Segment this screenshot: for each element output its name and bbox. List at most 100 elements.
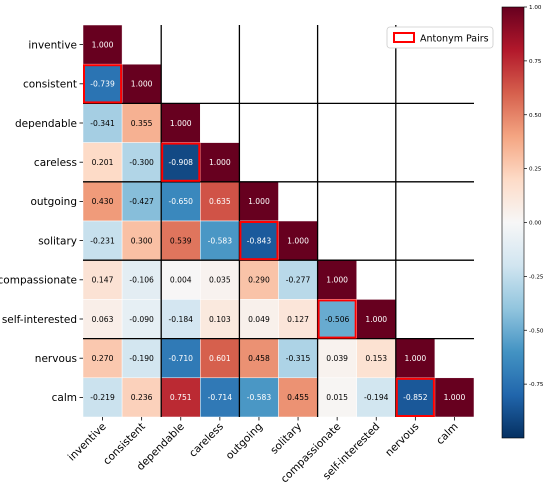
y-tick-label: calm <box>52 392 77 404</box>
heatmap-cell <box>239 338 279 379</box>
heatmap-cell <box>200 181 240 222</box>
heatmap-cell <box>82 377 123 418</box>
cell-value-label: 1.000 <box>248 197 270 206</box>
cell-value-label: 1.000 <box>287 236 309 245</box>
cell-value-label: -0.583 <box>208 236 233 245</box>
heatmap-cell <box>200 338 240 379</box>
heatmap-cell <box>160 181 201 222</box>
cell-value-label: 0.039 <box>326 354 348 363</box>
cell-value-label: 1.000 <box>170 119 192 128</box>
heatmap-cell <box>121 377 162 418</box>
cell-value-label: 0.635 <box>209 197 231 206</box>
heatmap-cell <box>356 299 397 339</box>
cell-value-label: 0.300 <box>131 236 153 245</box>
heatmap-cell <box>160 220 201 261</box>
heatmap-cell <box>317 377 357 418</box>
heatmap-cell <box>82 181 123 222</box>
colorbar-ticks: 1.00 0.75 0.50 0.25 0.00 -0.25 -0.50 -0.75 <box>524 5 544 388</box>
cell-value-label: -0.843 <box>247 236 272 245</box>
colorbar-tick-label: -0.75 <box>529 382 544 388</box>
cell-value-label: 0.035 <box>209 276 231 285</box>
x-tick-label: careless <box>187 421 226 460</box>
heatmap-cell <box>278 299 318 339</box>
cell-value-label: 1.000 <box>404 354 426 363</box>
y-tick-label: solitary <box>38 235 77 247</box>
cell-value-label: 0.539 <box>170 236 192 245</box>
colorbar <box>501 6 525 439</box>
group-separators <box>83 25 474 417</box>
heatmap-cell <box>121 299 162 339</box>
heatmap-cell <box>278 338 318 379</box>
cell-value-label: 0.751 <box>170 393 192 402</box>
y-tick-label: nervous <box>35 353 77 365</box>
cell-value-label: -0.194 <box>364 393 389 402</box>
y-tick-label: outgoing <box>30 196 77 208</box>
x-tick-label: calm <box>434 421 460 447</box>
legend: Antonym Pairs <box>386 26 494 49</box>
cell-value-label: -0.231 <box>90 236 115 245</box>
heatmap-cell <box>278 377 318 418</box>
cell-value-label: -0.583 <box>247 393 272 402</box>
y-tick-label: dependable <box>15 118 77 130</box>
cell-value-label: 1.000 <box>326 276 348 285</box>
cell-value-label: 0.004 <box>170 276 192 285</box>
cell-value-label: 0.201 <box>92 158 114 167</box>
cell-value-label: -0.506 <box>325 315 350 324</box>
colorbar-tick-label: -0.25 <box>529 274 544 280</box>
antonym-highlights <box>83 64 435 417</box>
y-axis-labels: inventive consistent dependable careless out… <box>0 39 83 404</box>
cell-value-label: 1.000 <box>209 158 231 167</box>
cell-value-label: 1.000 <box>92 40 114 49</box>
colorbar-tick-label: 0.50 <box>529 113 542 119</box>
y-tick-label: careless <box>34 157 77 169</box>
legend-swatch <box>393 32 415 43</box>
colorbar-gradient <box>501 6 525 439</box>
cell-value-label: 0.063 <box>92 315 114 324</box>
colorbar-tick-label: -0.50 <box>529 328 544 334</box>
cell-value-label: 0.601 <box>209 354 231 363</box>
x-tick-label: nervous <box>383 421 421 459</box>
cell-value-label: -0.315 <box>286 354 311 363</box>
heatmap-cell <box>200 220 240 261</box>
heatmap-cell <box>356 338 397 379</box>
cell-value-label: 0.147 <box>92 276 114 285</box>
heatmap-cell <box>121 338 162 379</box>
cell-value-label: -0.219 <box>90 393 115 402</box>
cell-value-label: -0.106 <box>129 276 154 285</box>
heatmap-cell <box>82 142 123 183</box>
cell-value-label: 0.355 <box>131 119 153 128</box>
heatmap-cell <box>121 63 162 104</box>
cell-value-label: 0.430 <box>92 197 114 206</box>
cell-value-label: -0.341 <box>90 119 115 128</box>
antonym-highlight <box>395 377 435 417</box>
heatmap-cell <box>434 377 475 418</box>
heatmap-cell <box>200 142 240 183</box>
cell-value-label: 0.458 <box>248 354 270 363</box>
cell-value-label: 0.015 <box>326 393 348 402</box>
x-tick-label: solitary <box>268 421 304 457</box>
colorbar-tick-label: 1.00 <box>529 5 542 11</box>
cell-value-label: 0.049 <box>248 315 270 324</box>
antonym-highlight <box>239 221 279 261</box>
cell-value-label: 0.103 <box>209 315 231 324</box>
heatmap-cell <box>82 220 123 261</box>
heatmap-cell <box>160 338 201 379</box>
cell-value-label: 1.000 <box>131 80 153 89</box>
heatmap-cell <box>278 259 318 300</box>
cell-value-label: 0.236 <box>131 393 153 402</box>
cell-value-label: -0.739 <box>90 80 115 89</box>
cell-value-label: -0.184 <box>169 315 194 324</box>
cell-value-label: 0.153 <box>365 354 387 363</box>
cell-value-label: -0.090 <box>129 315 154 324</box>
cell-value-label: -0.852 <box>403 393 428 402</box>
antonym-highlight <box>161 142 201 182</box>
antonym-highlight <box>317 299 357 339</box>
heatmap-cell <box>317 338 357 379</box>
heatmap-cell <box>317 259 357 300</box>
heatmap-cell <box>160 142 201 183</box>
legend-label: Antonym Pairs <box>420 34 489 45</box>
cell-value-label: -0.710 <box>169 354 194 363</box>
cell-value-label: 0.127 <box>287 315 309 324</box>
